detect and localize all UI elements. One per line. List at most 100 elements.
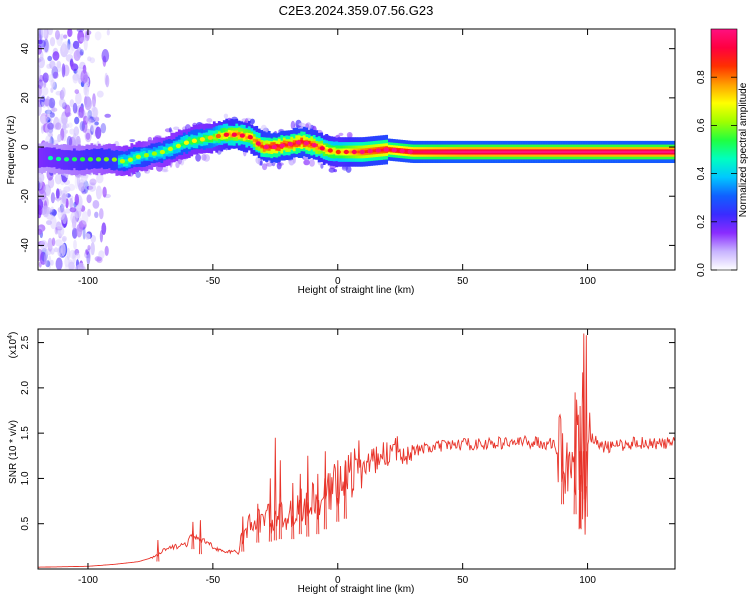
heatmap-speckle (51, 66, 59, 79)
heatmap-peak (159, 149, 165, 155)
heatmap-speckle (85, 132, 91, 140)
heatmap-cell (132, 156, 136, 160)
snr-spike (298, 473, 302, 535)
heatmap-cell (170, 145, 174, 149)
heatmap-speckle (40, 124, 45, 134)
heatmap-speckle (47, 55, 53, 62)
heatmap-peak (207, 135, 213, 140)
heatmap-cell (52, 147, 56, 168)
heatmap-speckle (320, 163, 324, 169)
heatmap-speckle (101, 49, 110, 63)
heatmap-speckle (95, 126, 102, 139)
heatmap-cell (607, 150, 611, 154)
heatmap-speckle (91, 106, 99, 118)
heatmap-cell (640, 150, 643, 154)
heatmap-cell (417, 150, 421, 154)
heatmap-peak (399, 148, 405, 154)
heatmap-speckle (38, 84, 42, 98)
heatmap-peak (87, 157, 94, 162)
figure-title: C2E3.2024.359.07.56.G23 (279, 3, 434, 18)
heatmap-cell (595, 150, 598, 154)
heatmap-cell (507, 150, 511, 154)
heatmap-cell (547, 150, 551, 154)
heatmap-speckle (92, 93, 96, 108)
heatmap-cell (307, 141, 311, 144)
heatmap-cell (537, 150, 541, 154)
heatmap-speckle (104, 113, 111, 118)
heatmap-cell (292, 142, 296, 146)
heatmap-cell (452, 150, 456, 154)
heatmap-speckle (75, 92, 82, 105)
heatmap-speckle (38, 228, 43, 235)
heatmap-speckle (195, 153, 202, 162)
heatmap-speckle (70, 211, 78, 225)
heatmap-speckle (81, 211, 89, 225)
heatmap-cell (517, 150, 521, 154)
heatmap-cell (572, 150, 576, 154)
heatmap-speckle (83, 115, 89, 125)
heatmap-peak (247, 135, 253, 140)
heatmap-cell (502, 150, 506, 154)
colorbar-tick-label: 0.4 (696, 166, 707, 180)
heatmap-peak (95, 157, 102, 162)
heatmap-cell (647, 150, 651, 154)
heatmap-speckle (179, 158, 185, 166)
heatmap-speckle (47, 107, 51, 121)
heatmap-speckle (51, 237, 56, 247)
heatmap-cell (577, 150, 581, 154)
heatmap-cell (585, 150, 588, 154)
heatmap-cell (267, 145, 271, 149)
heatmap-cell (140, 153, 144, 157)
heatmap-speckle (90, 99, 96, 112)
heatmap-cell (427, 150, 431, 154)
heatmap-peak (151, 151, 157, 156)
heatmap-speckle (88, 119, 96, 127)
heatmap-speckle (292, 157, 296, 164)
heatmap-cell (562, 150, 566, 154)
heatmap-speckle (38, 261, 42, 268)
heatmap-cell (205, 135, 209, 139)
heatmap-peak (367, 149, 373, 154)
heatmap-cell (260, 144, 264, 148)
heatmap-peak (63, 157, 70, 162)
heatmap-peak (311, 143, 317, 148)
heatmap-speckle (94, 31, 102, 41)
snr-spike (156, 539, 160, 562)
heatmap-cell (655, 150, 658, 154)
spectrogram-x-label: Height of straight line (km) (298, 285, 415, 296)
heatmap-speckle (54, 173, 62, 185)
heatmap-speckle (87, 208, 91, 217)
heatmap-speckle (87, 247, 92, 259)
heatmap-speckle (38, 248, 43, 261)
heatmap-speckle (74, 89, 80, 94)
snr-spike (256, 503, 260, 543)
heatmap-cell (365, 150, 369, 154)
heatmap-speckle (42, 72, 49, 83)
heatmap-speckle (88, 183, 97, 192)
heatmap-speckle (55, 226, 63, 231)
heatmap-cell (110, 150, 114, 170)
heatmap-speckle (52, 71, 59, 79)
heatmap-peak (375, 148, 381, 153)
heatmap-speckle (61, 63, 66, 78)
heatmap-cell (582, 150, 586, 154)
heatmap-speckle (106, 29, 110, 36)
heatmap-speckle (68, 43, 74, 55)
heatmap-peak (191, 138, 197, 143)
snr-x-tick-label: 0 (335, 575, 341, 586)
heatmap-cell (620, 150, 623, 154)
heatmap-cell (412, 150, 416, 154)
heatmap-speckle (98, 250, 105, 259)
heatmap-speckle (86, 194, 92, 204)
heatmap-speckle (74, 193, 80, 206)
heatmap-peak (295, 140, 301, 145)
heatmap-speckle (129, 139, 136, 143)
colorbar-gradient (710, 28, 738, 271)
heatmap-cell (242, 133, 246, 141)
heatmap-peak (135, 154, 141, 159)
spectrogram-y-tick-label: -40 (20, 238, 31, 253)
heatmap-peak (183, 140, 189, 145)
heatmap-cell (332, 150, 336, 153)
heatmap-speckle (90, 125, 94, 132)
heatmap-cell (387, 148, 391, 151)
